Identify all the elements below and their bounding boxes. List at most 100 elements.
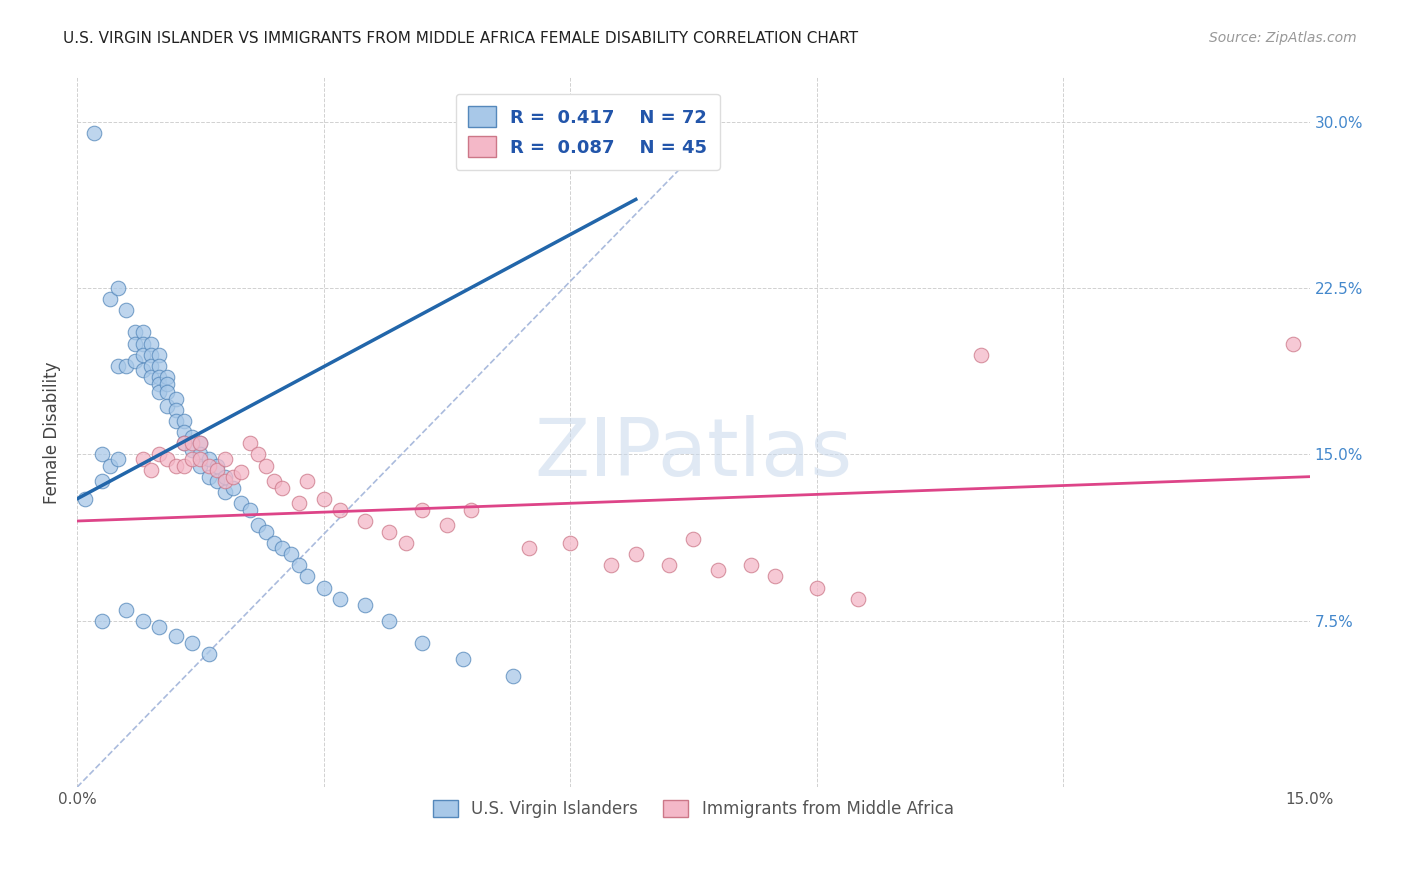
Point: [222, 469, 245, 483]
Point: [181, 430, 204, 444]
Point: [312, 581, 335, 595]
Point: [682, 532, 704, 546]
Point: [271, 481, 294, 495]
Point: [188, 436, 211, 450]
Point: [329, 503, 352, 517]
Point: [214, 485, 236, 500]
Point: [460, 503, 482, 517]
Point: [148, 376, 170, 391]
Text: ZIPatlas: ZIPatlas: [534, 415, 852, 492]
Point: [181, 636, 204, 650]
Point: [156, 451, 179, 466]
Point: [280, 547, 302, 561]
Point: [558, 536, 581, 550]
Point: [197, 647, 219, 661]
Point: [740, 558, 762, 573]
Point: [254, 525, 277, 540]
Point: [329, 591, 352, 606]
Point: [624, 547, 647, 561]
Point: [173, 436, 195, 450]
Point: [124, 336, 146, 351]
Point: [165, 403, 187, 417]
Point: [139, 359, 162, 373]
Point: [263, 474, 285, 488]
Point: [98, 458, 121, 473]
Point: [156, 369, 179, 384]
Point: [173, 425, 195, 440]
Point: [246, 518, 269, 533]
Point: [214, 451, 236, 466]
Point: [288, 496, 311, 510]
Point: [378, 614, 401, 628]
Point: [188, 436, 211, 450]
Text: U.S. VIRGIN ISLANDER VS IMMIGRANTS FROM MIDDLE AFRICA FEMALE DISABILITY CORRELAT: U.S. VIRGIN ISLANDER VS IMMIGRANTS FROM …: [63, 31, 859, 46]
Point: [173, 458, 195, 473]
Point: [148, 385, 170, 400]
Point: [353, 599, 375, 613]
Point: [707, 563, 730, 577]
Point: [205, 458, 228, 473]
Point: [139, 348, 162, 362]
Point: [806, 581, 828, 595]
Point: [246, 448, 269, 462]
Point: [502, 669, 524, 683]
Point: [295, 474, 318, 488]
Point: [75, 491, 97, 506]
Point: [254, 458, 277, 473]
Point: [271, 541, 294, 555]
Point: [181, 436, 204, 450]
Point: [156, 376, 179, 391]
Point: [132, 336, 155, 351]
Point: [239, 503, 262, 517]
Point: [214, 469, 236, 483]
Point: [139, 369, 162, 384]
Point: [132, 451, 155, 466]
Point: [188, 458, 211, 473]
Point: [115, 303, 138, 318]
Point: [517, 541, 540, 555]
Point: [124, 354, 146, 368]
Point: [148, 448, 170, 462]
Point: [132, 348, 155, 362]
Point: [846, 591, 869, 606]
Point: [124, 326, 146, 340]
Point: [139, 463, 162, 477]
Point: [205, 474, 228, 488]
Point: [107, 281, 129, 295]
Point: [353, 514, 375, 528]
Point: [90, 474, 112, 488]
Point: [90, 448, 112, 462]
Point: [378, 525, 401, 540]
Point: [263, 536, 285, 550]
Point: [115, 603, 138, 617]
Point: [188, 451, 211, 466]
Point: [658, 558, 681, 573]
Point: [970, 348, 993, 362]
Point: [165, 458, 187, 473]
Point: [1282, 336, 1305, 351]
Point: [231, 465, 253, 479]
Point: [165, 629, 187, 643]
Point: [98, 292, 121, 306]
Point: [132, 326, 155, 340]
Point: [312, 491, 335, 506]
Y-axis label: Female Disability: Female Disability: [44, 361, 60, 504]
Point: [132, 614, 155, 628]
Point: [197, 458, 219, 473]
Point: [411, 636, 433, 650]
Point: [148, 620, 170, 634]
Point: [197, 451, 219, 466]
Point: [148, 359, 170, 373]
Point: [107, 359, 129, 373]
Point: [148, 369, 170, 384]
Point: [295, 569, 318, 583]
Point: [188, 448, 211, 462]
Point: [205, 463, 228, 477]
Point: [83, 126, 105, 140]
Point: [181, 451, 204, 466]
Point: [173, 414, 195, 428]
Point: [436, 518, 458, 533]
Point: [288, 558, 311, 573]
Point: [156, 385, 179, 400]
Point: [148, 348, 170, 362]
